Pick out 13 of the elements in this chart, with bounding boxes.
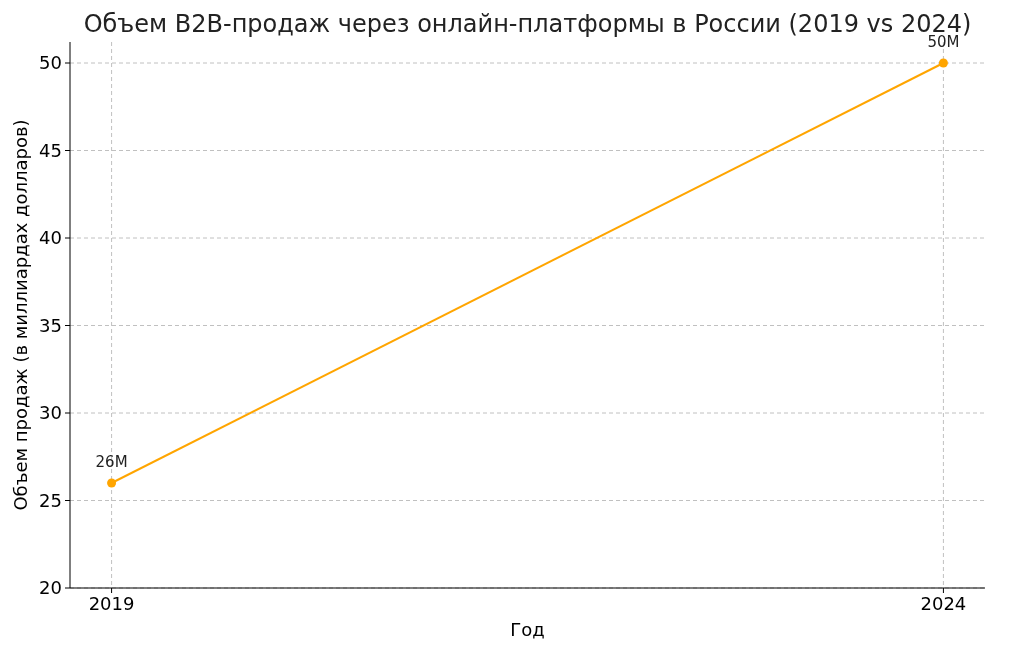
y-tick-label: 30	[39, 402, 62, 424]
x-tick-label: 2024	[920, 593, 967, 614]
y-tick-label: 20	[39, 577, 62, 599]
data-label: 50M	[927, 33, 960, 51]
y-axis-title: Объем продаж (в миллиардах долларов)	[10, 119, 31, 511]
y-tick-label: 25	[39, 489, 62, 511]
x-axis-title: Год	[510, 619, 545, 640]
y-tick-label: 35	[39, 314, 62, 336]
y-tick-label: 40	[39, 227, 62, 249]
x-tick-label: 2019	[88, 593, 135, 614]
y-tick-label: 50	[39, 52, 62, 74]
y-tick-label: 45	[39, 139, 62, 161]
data-label: 26M	[95, 453, 128, 471]
